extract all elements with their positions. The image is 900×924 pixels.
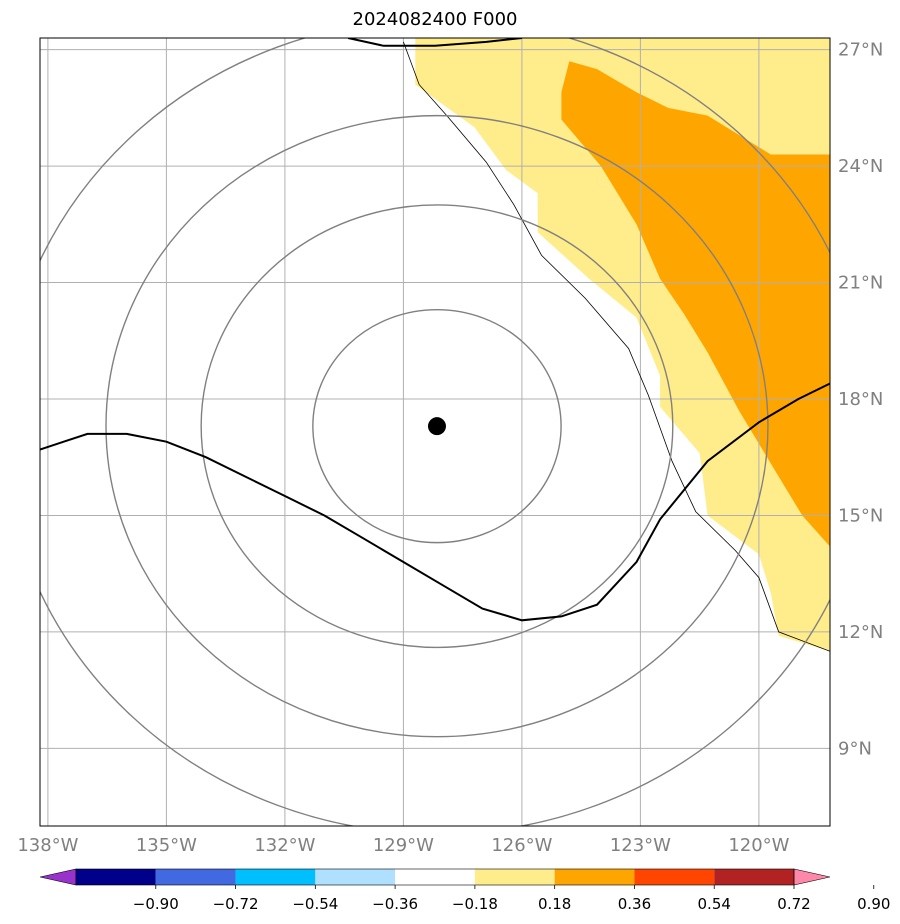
colorbar-outline [75,868,795,886]
colorbar-tick-label: −0.54 [292,895,338,913]
colorbar-segment [235,869,316,885]
center-dot [427,417,446,436]
range-ring [200,204,674,649]
lon-tick-label: 132°W [254,835,315,856]
latitude-labels: 9°N 12°N 15°N 18°N 21°N 24°N 27°N [838,40,883,760]
lat-tick-label: 27°N [838,40,883,61]
storm-center-marker [427,417,446,436]
graticule [40,38,830,826]
colorbar-tick-label: −0.90 [133,895,179,913]
track-lines [40,38,830,622]
range-ring [312,309,562,544]
colorbar-labels: −0.90 −0.72 −0.54 −0.36 −0.18 0.18 0.36 0.54 0.7… [133,885,890,913]
range-rings [40,38,830,826]
colorbar-tick-label: −0.36 [372,895,418,913]
lat-tick-label: 9°N [838,738,872,759]
colorbar-segment [395,869,475,885]
colorbar-tick-label: 0.54 [698,895,731,913]
colorbar-segment [634,869,715,885]
colorbar-extend-low [39,868,77,886]
colorbar-tick-label: 0.36 [618,895,651,913]
lon-tick-label: 135°W [136,835,197,856]
colorbar-extend-high [793,868,831,886]
colorbar [39,868,831,886]
coastline-segment [403,41,830,652]
map-title: 2024082400 F000 [352,9,518,30]
range-ring [105,114,769,738]
lat-tick-label: 21°N [838,273,883,294]
shade-region-mid [561,61,830,547]
colorbar-tick-label: 0.72 [777,895,810,913]
lon-tick-label: 123°W [610,835,671,856]
colorbar-tick-label: 0.18 [538,895,571,913]
colorbar-tick-label: −0.18 [452,895,498,913]
colorbar-tick-label: −0.72 [213,895,259,913]
lon-tick-label: 120°W [728,835,789,856]
lat-tick-label: 24°N [838,156,883,177]
track-line-upper [347,38,523,47]
colorbar-segment [76,869,156,885]
colorbar-segment [155,869,236,885]
field-shading [415,38,830,652]
colorbar-segment [714,869,794,885]
lat-tick-label: 12°N [838,622,883,643]
colorbar-tick-label: 0.90 [857,895,890,913]
lon-tick-label: 138°W [17,835,78,856]
map-frame [39,37,831,827]
coastline [403,41,830,652]
colorbar-segment [554,869,635,885]
track-line-lower [40,382,830,622]
lon-tick-label: 129°W [373,835,434,856]
colorbar-segment [315,869,396,885]
lat-tick-label: 18°N [838,389,883,410]
lat-tick-label: 15°N [838,505,883,526]
longitude-labels: 138°W 135°W 132°W 129°W 126°W 123°W 120°W [17,835,789,856]
colorbar-segment [474,869,555,885]
lon-tick-label: 126°W [491,835,552,856]
